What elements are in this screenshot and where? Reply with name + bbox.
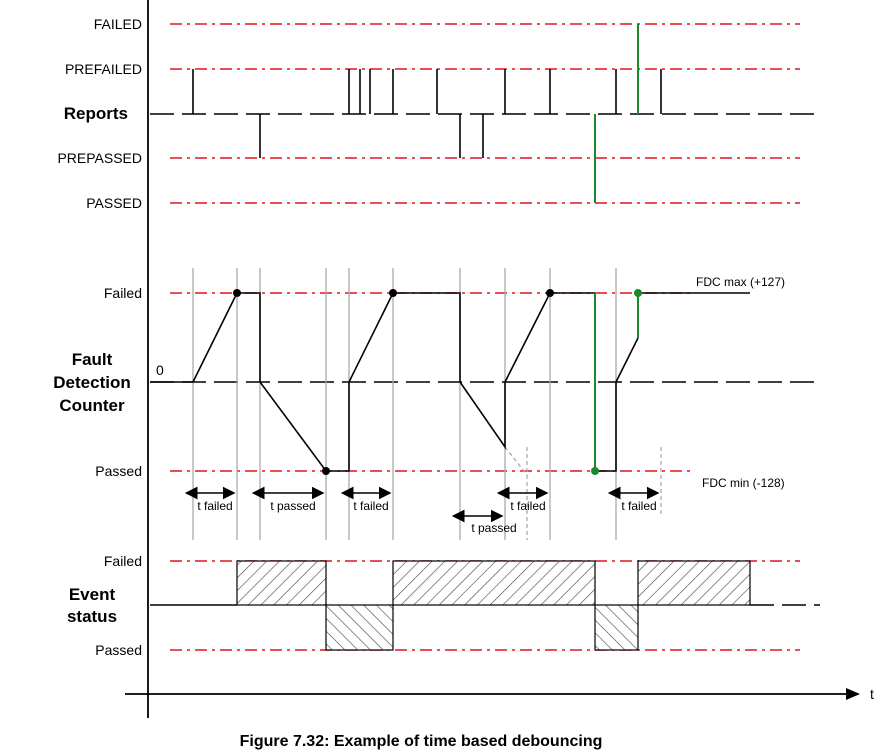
level-label-failed: FAILED: [94, 16, 142, 32]
fdc-level-failed: Failed: [104, 285, 142, 301]
event-section-label-2: status: [67, 607, 117, 626]
fdc-section: Failed Fault Detection Counter 0 Passed …: [53, 268, 820, 540]
reports-section-label: Reports: [64, 104, 128, 123]
event-level-failed: Failed: [104, 553, 142, 569]
report-pulses: [192, 69, 662, 158]
event-status-section: Failed Event status Passed: [67, 553, 820, 658]
level-label-prefailed: PREFAILED: [65, 61, 142, 77]
time-axis-arrowhead: [846, 688, 860, 700]
interval-label: t passed: [471, 521, 516, 535]
event-section-label-1: Event: [69, 585, 116, 604]
fdc-min-label: FDC min (-128): [702, 476, 785, 490]
level-label-prepassed: PREPASSED: [57, 150, 142, 166]
interval-arrows: [184, 486, 660, 523]
interval-label: t failed: [197, 499, 232, 513]
fdc-level-zero: 0: [156, 362, 164, 378]
event-status-passed-block: [594, 604, 639, 651]
interval-label: t failed: [621, 499, 656, 513]
fdc-dots: [233, 289, 642, 475]
fdc-section-label-2: Detection: [53, 373, 130, 392]
fdc-trace-tail: [595, 337, 639, 472]
fdc-level-passed: Passed: [95, 463, 142, 479]
level-label-passed: PASSED: [86, 195, 142, 211]
fdc-max-label: FDC max (+127): [696, 275, 785, 289]
reports-section: FAILED PREFAILED Reports PREPASSED PASSE…: [57, 16, 820, 211]
event-status-failed-block: [637, 560, 751, 606]
interval-label: t failed: [510, 499, 545, 513]
interval-label: t failed: [353, 499, 388, 513]
debounce-markers: [192, 268, 662, 540]
fdc-trace: [150, 292, 595, 472]
fdc-section-label-3: Counter: [59, 396, 125, 415]
time-axis-label: t: [870, 686, 874, 702]
event-level-passed: Passed: [95, 642, 142, 658]
figure-caption: Figure 7.32: Example of time based debou…: [240, 733, 603, 750]
event-status-failed-block: [392, 560, 596, 606]
interval-label: t passed: [270, 499, 315, 513]
fdc-section-label-1: Fault: [72, 350, 113, 369]
event-status-failed-block: [236, 560, 327, 606]
event-status-passed-block: [325, 604, 394, 651]
